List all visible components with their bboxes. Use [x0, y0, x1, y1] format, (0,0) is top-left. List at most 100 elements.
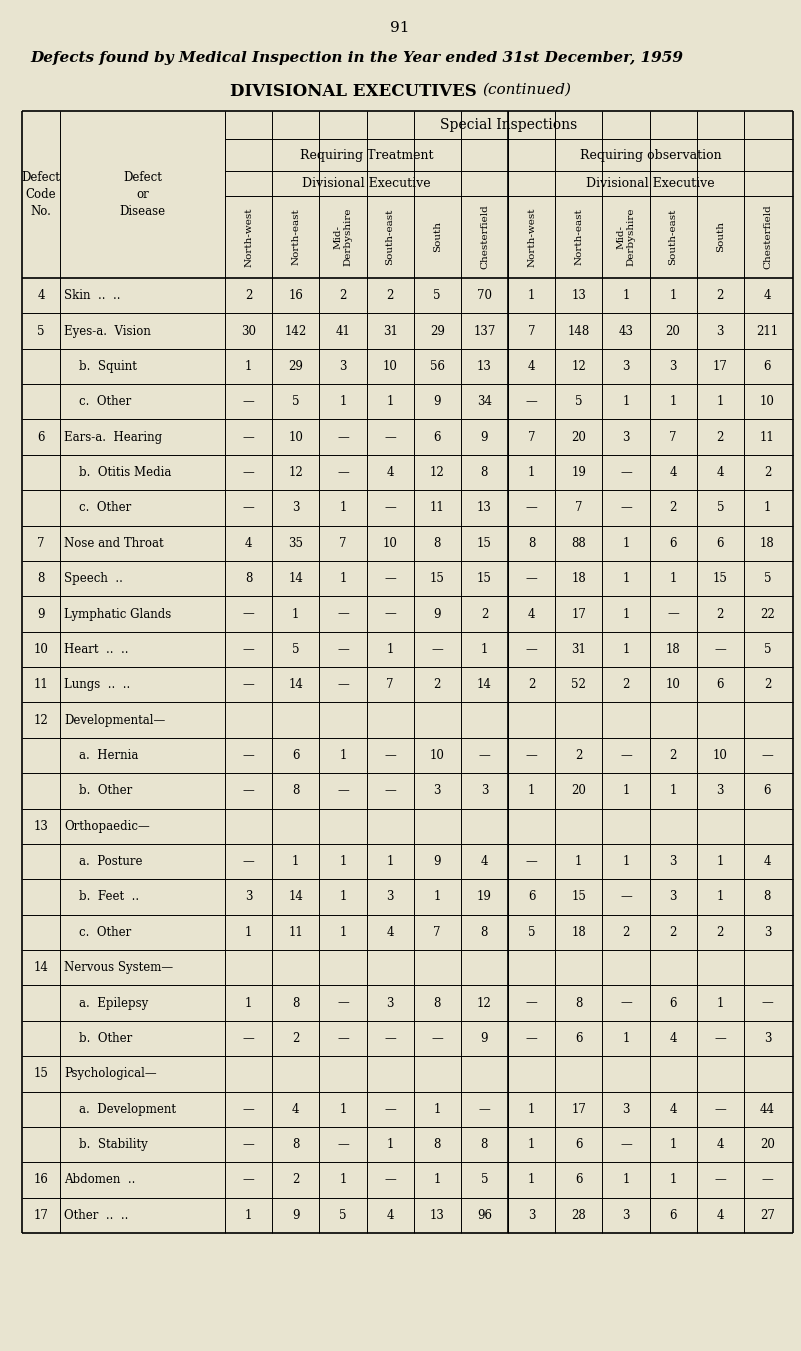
Text: —: —: [384, 1174, 396, 1186]
Text: 2: 2: [433, 678, 441, 692]
Text: 1: 1: [528, 466, 535, 480]
Text: 1: 1: [386, 643, 394, 655]
Text: 17: 17: [713, 359, 727, 373]
Text: —: —: [620, 466, 632, 480]
Text: 2: 2: [717, 608, 724, 620]
Text: 8: 8: [433, 536, 441, 550]
Text: 16: 16: [288, 289, 304, 303]
Text: 2: 2: [670, 748, 677, 762]
Text: a.  Posture: a. Posture: [64, 855, 143, 869]
Text: 5: 5: [763, 571, 771, 585]
Text: 1: 1: [717, 997, 724, 1009]
Text: 5: 5: [717, 501, 724, 515]
Text: 3: 3: [245, 890, 252, 904]
Text: —: —: [714, 1174, 727, 1186]
Text: Orthopaedic—: Orthopaedic—: [64, 820, 150, 832]
Text: —: —: [384, 1102, 396, 1116]
Text: DIVISIONAL EXECUTIVES: DIVISIONAL EXECUTIVES: [230, 82, 477, 100]
Text: 1: 1: [622, 1174, 630, 1186]
Text: 18: 18: [666, 643, 681, 655]
Text: 6: 6: [575, 1174, 582, 1186]
Text: 1: 1: [481, 643, 488, 655]
Text: —: —: [337, 785, 348, 797]
Text: 1: 1: [340, 571, 347, 585]
Text: 15: 15: [477, 571, 492, 585]
Text: 8: 8: [433, 1138, 441, 1151]
Text: —: —: [337, 1032, 348, 1044]
Text: 10: 10: [383, 536, 397, 550]
Text: —: —: [478, 1102, 490, 1116]
Text: 9: 9: [481, 431, 488, 443]
Text: 8: 8: [245, 571, 252, 585]
Text: 1: 1: [340, 748, 347, 762]
Text: 44: 44: [760, 1102, 775, 1116]
Text: South: South: [716, 222, 725, 253]
Text: 14: 14: [288, 678, 304, 692]
Text: 56: 56: [430, 359, 445, 373]
Text: 2: 2: [245, 289, 252, 303]
Text: 1: 1: [575, 855, 582, 869]
Text: 3: 3: [763, 1032, 771, 1044]
Text: —: —: [432, 1032, 443, 1044]
Text: 8: 8: [481, 1138, 488, 1151]
Text: 14: 14: [288, 890, 304, 904]
Text: 18: 18: [571, 925, 586, 939]
Text: 8: 8: [38, 571, 45, 585]
Text: 13: 13: [477, 359, 492, 373]
Text: —: —: [337, 1138, 348, 1151]
Text: —: —: [525, 643, 537, 655]
Text: 1: 1: [622, 1032, 630, 1044]
Text: 2: 2: [717, 431, 724, 443]
Text: 12: 12: [288, 466, 303, 480]
Text: 6: 6: [575, 1032, 582, 1044]
Text: —: —: [337, 431, 348, 443]
Text: 10: 10: [34, 643, 48, 655]
Text: 1: 1: [670, 571, 677, 585]
Text: 4: 4: [717, 1138, 724, 1151]
Text: 1: 1: [622, 536, 630, 550]
Text: 7: 7: [433, 925, 441, 939]
Text: 9: 9: [38, 608, 45, 620]
Text: 1: 1: [245, 925, 252, 939]
Text: 5: 5: [528, 925, 535, 939]
Text: 3: 3: [339, 359, 347, 373]
Text: —: —: [525, 396, 537, 408]
Text: Chesterfield: Chesterfield: [480, 204, 489, 269]
Text: —: —: [525, 1032, 537, 1044]
Text: —: —: [243, 608, 255, 620]
Text: 19: 19: [477, 890, 492, 904]
Text: 20: 20: [666, 324, 681, 338]
Text: 15: 15: [477, 536, 492, 550]
Text: Requiring observation: Requiring observation: [580, 149, 722, 162]
Text: 1: 1: [340, 925, 347, 939]
Text: 8: 8: [292, 997, 300, 1009]
Text: —: —: [384, 608, 396, 620]
Text: Nose and Throat: Nose and Throat: [64, 536, 163, 550]
Text: 30: 30: [241, 324, 256, 338]
Text: —: —: [337, 997, 348, 1009]
Text: Psychological—: Psychological—: [64, 1067, 157, 1081]
Text: 5: 5: [433, 289, 441, 303]
Text: South-east: South-east: [385, 209, 395, 265]
Text: 1: 1: [292, 855, 300, 869]
Text: —: —: [384, 431, 396, 443]
Text: Defect
Code
No.: Defect Code No.: [22, 172, 60, 218]
Text: 15: 15: [34, 1067, 48, 1081]
Text: 17: 17: [571, 608, 586, 620]
Text: 3: 3: [670, 855, 677, 869]
Text: —: —: [243, 785, 255, 797]
Text: 148: 148: [568, 324, 590, 338]
Text: 6: 6: [717, 536, 724, 550]
Text: 6: 6: [38, 431, 45, 443]
Text: 2: 2: [670, 925, 677, 939]
Text: 88: 88: [571, 536, 586, 550]
Text: 1: 1: [528, 1138, 535, 1151]
Text: 14: 14: [34, 961, 48, 974]
Text: 8: 8: [528, 536, 535, 550]
Text: 16: 16: [34, 1174, 48, 1186]
Text: Special Inspections: Special Inspections: [441, 118, 578, 132]
Text: —: —: [714, 1102, 727, 1116]
Text: —: —: [243, 501, 255, 515]
Text: 5: 5: [292, 396, 300, 408]
Text: 4: 4: [528, 359, 535, 373]
